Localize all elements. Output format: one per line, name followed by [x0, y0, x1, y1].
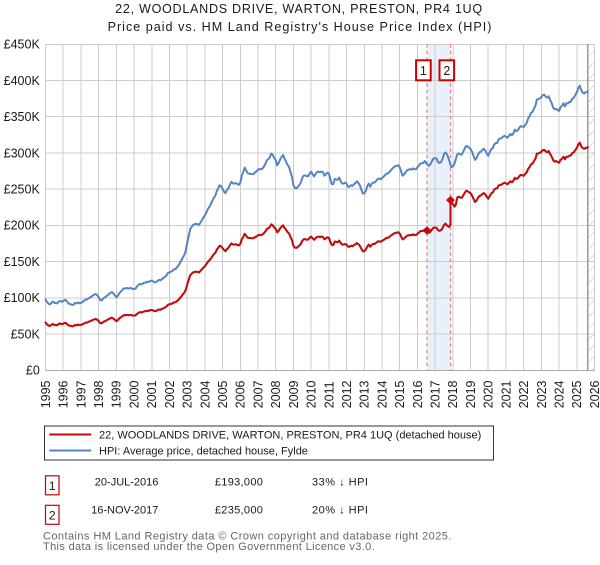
svg-text:33% ↓ HPI: 33% ↓ HPI	[312, 476, 368, 488]
svg-text:1996: 1996	[57, 380, 71, 408]
svg-text:1997: 1997	[74, 380, 88, 408]
svg-text:2021: 2021	[499, 380, 513, 408]
svg-text:2011: 2011	[322, 381, 336, 408]
svg-text:2: 2	[49, 508, 56, 522]
svg-text:2012: 2012	[340, 380, 354, 408]
svg-text:£250K: £250K	[4, 183, 41, 197]
svg-text:2014: 2014	[375, 380, 389, 408]
svg-text:22, WOODLANDS DRIVE, WARTON, P: 22, WOODLANDS DRIVE, WARTON, PRESTON, PR…	[99, 430, 481, 442]
svg-text:2016: 2016	[411, 380, 425, 408]
svg-text:2: 2	[443, 64, 450, 78]
svg-text:£193,000: £193,000	[215, 476, 263, 488]
svg-text:2026: 2026	[588, 380, 600, 408]
svg-text:£235,000: £235,000	[215, 505, 263, 517]
svg-text:2015: 2015	[393, 380, 407, 408]
svg-text:This data is licensed under th: This data is licensed under the Open Gov…	[43, 541, 375, 553]
svg-text:£100K: £100K	[4, 291, 41, 305]
svg-text:20% ↓ HPI: 20% ↓ HPI	[312, 505, 368, 517]
svg-text:22, WOODLANDS DRIVE, WARTON, P: 22, WOODLANDS DRIVE, WARTON, PRESTON, PR…	[115, 2, 483, 16]
svg-text:2025: 2025	[570, 380, 584, 408]
svg-text:2006: 2006	[234, 380, 248, 408]
svg-text:2003: 2003	[181, 380, 195, 408]
svg-text:2013: 2013	[358, 380, 372, 408]
svg-text:£300K: £300K	[4, 146, 41, 160]
svg-text:20-JUL-2016: 20-JUL-2016	[95, 476, 159, 488]
svg-text:2000: 2000	[127, 380, 141, 408]
svg-text:2007: 2007	[251, 380, 265, 408]
svg-text:2009: 2009	[287, 380, 301, 408]
svg-text:2004: 2004	[198, 380, 212, 408]
svg-text:£450K: £450K	[4, 38, 41, 52]
svg-text:£0: £0	[26, 364, 40, 378]
svg-text:2002: 2002	[163, 380, 177, 408]
svg-text:2019: 2019	[464, 380, 478, 408]
svg-text:1998: 1998	[92, 380, 106, 408]
svg-text:2001: 2001	[145, 380, 159, 408]
svg-text:2017: 2017	[429, 380, 443, 408]
svg-text:1999: 1999	[110, 380, 124, 408]
svg-text:2010: 2010	[305, 380, 319, 408]
svg-text:2018: 2018	[446, 380, 460, 408]
svg-text:2023: 2023	[535, 380, 549, 408]
svg-text:1: 1	[420, 64, 427, 78]
svg-text:£350K: £350K	[4, 110, 41, 124]
svg-text:2005: 2005	[216, 380, 230, 408]
svg-text:2008: 2008	[269, 380, 283, 408]
svg-text:16-NOV-2017: 16-NOV-2017	[91, 505, 158, 517]
svg-text:HPI: Average price, detached h: HPI: Average price, detached house, Fyld…	[99, 446, 308, 458]
svg-text:£50K: £50K	[11, 327, 41, 341]
svg-text:1995: 1995	[39, 380, 53, 408]
svg-text:£400K: £400K	[4, 74, 41, 88]
svg-text:Price paid vs. HM Land Registr: Price paid vs. HM Land Registry's House …	[108, 20, 493, 34]
svg-text:1: 1	[49, 479, 56, 493]
svg-text:£150K: £150K	[4, 255, 41, 269]
svg-text:2020: 2020	[482, 380, 496, 408]
svg-text:£200K: £200K	[4, 219, 41, 233]
svg-text:Contains HM Land Registry data: Contains HM Land Registry data © Crown c…	[43, 530, 452, 542]
svg-text:2022: 2022	[517, 380, 531, 408]
svg-text:2024: 2024	[553, 380, 567, 408]
